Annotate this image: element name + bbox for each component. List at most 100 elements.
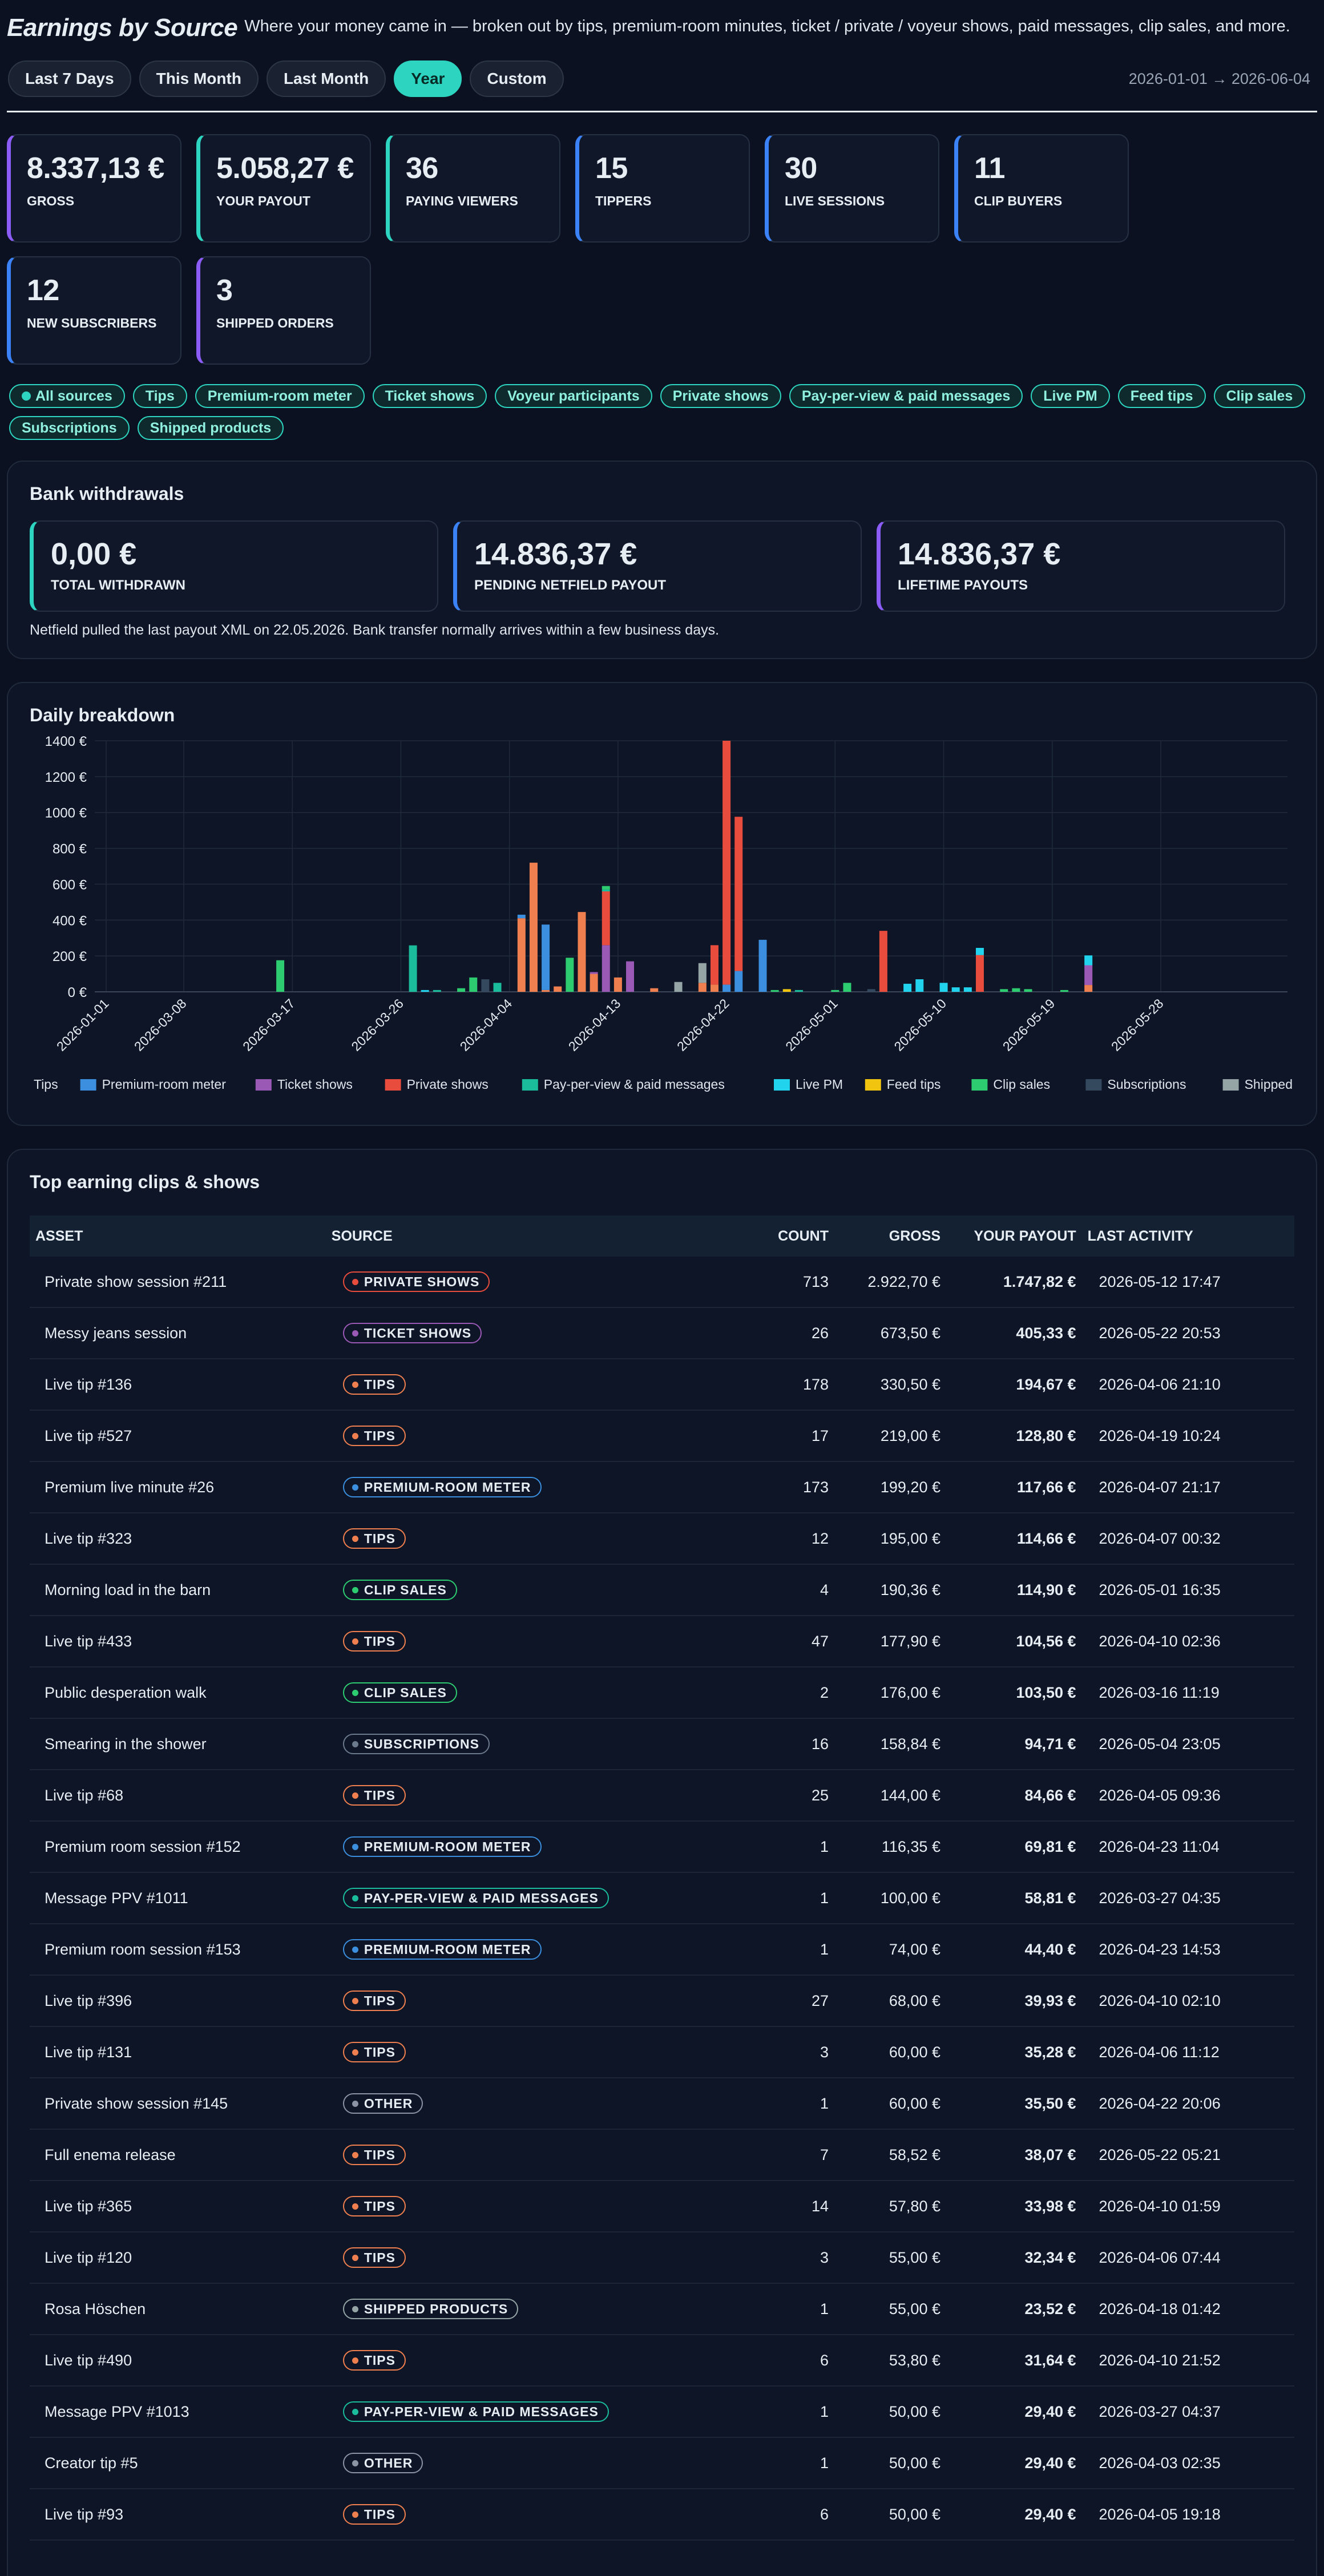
table-row[interactable]: Full enema release TIPS 7 58,52 € 38,07 € 202…: [30, 2130, 1294, 2181]
table-row[interactable]: Live tip #396 TIPS 27 68,00 € 39,93 € 2026-04…: [30, 1976, 1294, 2027]
filter-voyeur-participants[interactable]: Voyeur participants: [495, 384, 652, 408]
source-cell: CLIP SALES: [332, 1580, 719, 1601]
filter-feed-tips[interactable]: Feed tips: [1117, 384, 1206, 408]
filter-label: Ticket shows: [385, 387, 475, 404]
table-row[interactable]: Live tip #323 TIPS 12 195,00 € 114,66 € 2026-…: [30, 1513, 1294, 1565]
stat-label: Live sessions: [785, 193, 885, 208]
source-cell: TICKET SHOWS: [332, 1323, 719, 1344]
period-last-7-days-button[interactable]: Last 7 Days: [8, 60, 131, 97]
filter-clip-sales[interactable]: Clip sales: [1213, 384, 1306, 408]
count: 6: [820, 2351, 829, 2369]
legend-swatch-shipped-products: [1222, 1079, 1239, 1091]
filter-tips[interactable]: Tips: [132, 384, 187, 408]
table-row[interactable]: Premium room session #152 PREMIUM-ROOM ME…: [30, 1822, 1294, 1873]
filter-label: Clip sales: [1226, 387, 1293, 404]
table-row[interactable]: Live tip #136 TIPS 178 330,50 € 194,67 € 2026…: [30, 1359, 1294, 1411]
table-row[interactable]: Rosa Höschen SHIPPED PRODUCTS 1 55,00 € 23,5…: [30, 2284, 1294, 2335]
asset-name: Live tip #396: [45, 1992, 132, 2009]
bar-segment-clip-sales: [770, 990, 779, 992]
count: 14: [811, 2197, 829, 2215]
filter-shipped-products[interactable]: Shipped products: [137, 416, 284, 440]
period-last-month-button[interactable]: Last Month: [266, 60, 386, 97]
asset-name: Full enema release: [45, 2146, 176, 2163]
bank-withdrawals-panel: Bank withdrawals 0,00 € TOTAL WITHDRAWN …: [7, 461, 1317, 659]
filter-pay-per-view-paid-messages[interactable]: Pay-per-view & paid messages: [789, 384, 1023, 408]
gross: 199,20 €: [880, 1478, 940, 1496]
badge-dot-icon: [352, 2049, 358, 2056]
source-label: PRIVATE SHOWS: [364, 1274, 480, 1289]
bar-segment-live-pm: [903, 983, 912, 992]
table-row[interactable]: Creator tip #5 OTHER 1 50,00 € 29,40 € 2026-0…: [30, 2438, 1294, 2489]
filter-ticket-shows[interactable]: Ticket shows: [372, 384, 487, 408]
bar-segment-clip-sales: [457, 988, 466, 992]
bar-segment-live-pm: [421, 990, 429, 992]
your-payout: 39,93 €: [1024, 1992, 1076, 2009]
bar-segment-clip-sales: [276, 960, 285, 992]
filter-subscriptions[interactable]: Subscriptions: [9, 416, 130, 440]
bar-segment-tips: [554, 986, 562, 992]
table-row[interactable]: Messy jeans session TICKET SHOWS 26 673,50 …: [30, 1308, 1294, 1359]
count: 713: [802, 1273, 829, 1290]
legend-swatch-pay-per-view-paid-messages: [522, 1079, 538, 1091]
period-this-month-button[interactable]: This Month: [139, 60, 259, 97]
last-activity: 2026-03-27 04:35: [1099, 1889, 1221, 1907]
asset-name: Live tip #93: [45, 2505, 124, 2523]
table-row[interactable]: Public desperation walk CLIP SALES 2 176,00…: [30, 1667, 1294, 1719]
table-row[interactable]: Live tip #433 TIPS 47 177,90 € 104,56 € 2026-…: [30, 1616, 1294, 1667]
table-row[interactable]: Premium live minute #26 PREMIUM-ROOM METE…: [30, 1462, 1294, 1513]
source-badge: CLIP SALES: [342, 1580, 457, 1601]
table-row[interactable]: Premium room session #153 PREMIUM-ROOM ME…: [30, 1924, 1294, 1976]
last-activity: 2026-04-10 02:10: [1099, 1992, 1221, 2009]
asset-name: Premium room session #153: [45, 1940, 241, 1958]
filter-premium-room-meter[interactable]: Premium-room meter: [195, 384, 365, 408]
table-row[interactable]: Live tip #365 TIPS 14 57,80 € 33,98 € 2026-04…: [30, 2181, 1294, 2232]
gross: 2.922,70 €: [867, 1273, 940, 1290]
source-cell: PRIVATE SHOWS: [332, 1271, 719, 1293]
source-label: TIPS: [364, 1787, 395, 1803]
source-badge: SHIPPED PRODUCTS: [342, 2299, 519, 2320]
table-row[interactable]: Message PPV #1011 PAY-PER-VIEW & PAID MES…: [30, 1873, 1294, 1924]
y-tick-label: 400 €: [53, 913, 87, 928]
badge-dot-icon: [352, 1792, 358, 1799]
table-row[interactable]: Live tip #527 TIPS 17 219,00 € 128,80 € 2026-…: [30, 1411, 1294, 1462]
filter-private-shows[interactable]: Private shows: [660, 384, 781, 408]
gross: 195,00 €: [880, 1529, 940, 1547]
source-cell: OTHER: [332, 2453, 719, 2474]
source-badge: TIPS: [342, 2042, 406, 2063]
table-row[interactable]: Message PPV #1013 PAY-PER-VIEW & PAID MES…: [30, 2387, 1294, 2438]
col-count[interactable]: COUNT: [778, 1228, 829, 1244]
table-row[interactable]: Smearing in the shower SUBSCRIPTIONS 16 158…: [30, 1719, 1294, 1770]
col-last-activity[interactable]: LAST ACTIVITY: [1087, 1228, 1193, 1244]
col-payout[interactable]: YOUR PAYOUT: [974, 1228, 1076, 1244]
col-gross[interactable]: GROSS: [889, 1228, 941, 1244]
bar-segment-tips: [578, 912, 586, 992]
gross: 50,00 €: [889, 2505, 940, 2523]
table-row[interactable]: Live tip #131 TIPS 3 60,00 € 35,28 € 2026-04-…: [30, 2027, 1294, 2078]
badge-dot-icon: [352, 1330, 358, 1337]
source-badge: PAY-PER-VIEW & PAID MESSAGES: [342, 2401, 609, 2422]
filter-live-pm[interactable]: Live PM: [1031, 384, 1110, 408]
page-title: Earnings by Source: [7, 14, 238, 42]
table-row[interactable]: Private show session #145 OTHER 1 60,00 € 35…: [30, 2078, 1294, 2130]
source-label: TIPS: [364, 2044, 395, 2060]
bar-segment-private-shows: [602, 891, 610, 946]
period-custom-button[interactable]: Custom: [470, 60, 564, 97]
table-row[interactable]: Live tip #93 TIPS 6 50,00 € 29,40 € 2026-04-0…: [30, 2489, 1294, 2541]
x-tick-label: 2026-03-08: [131, 996, 189, 1054]
source-badge: TIPS: [342, 1631, 406, 1652]
bar-segment-clip-sales: [843, 983, 851, 992]
table-row[interactable]: Private show session #211 PRIVATE SHOWS 71…: [30, 1257, 1294, 1308]
asset-name: Live tip #136: [45, 1375, 132, 1393]
period-year-button[interactable]: Year: [394, 60, 462, 97]
last-activity: 2026-04-22 20:06: [1099, 2094, 1221, 2112]
col-source[interactable]: SOURCE: [331, 1228, 393, 1244]
col-asset[interactable]: ASSET: [35, 1228, 83, 1244]
stat-card-paying-viewers: 36 Paying viewers: [386, 134, 560, 243]
table-row[interactable]: Live tip #490 TIPS 6 53,80 € 31,64 € 2026-04-…: [30, 2335, 1294, 2387]
filter-all-sources[interactable]: All sources: [9, 384, 125, 408]
table-row[interactable]: Live tip #120 TIPS 3 55,00 € 32,34 € 2026-04-…: [30, 2232, 1294, 2284]
table-row[interactable]: Morning load in the barn CLIP SALES 4 190,3…: [30, 1565, 1294, 1616]
asset-name: Message PPV #1013: [45, 2403, 189, 2420]
table-row[interactable]: Live tip #68 TIPS 25 144,00 € 84,66 € 2026-04…: [30, 1770, 1294, 1822]
source-cell: PREMIUM-ROOM METER: [332, 1836, 719, 1858]
